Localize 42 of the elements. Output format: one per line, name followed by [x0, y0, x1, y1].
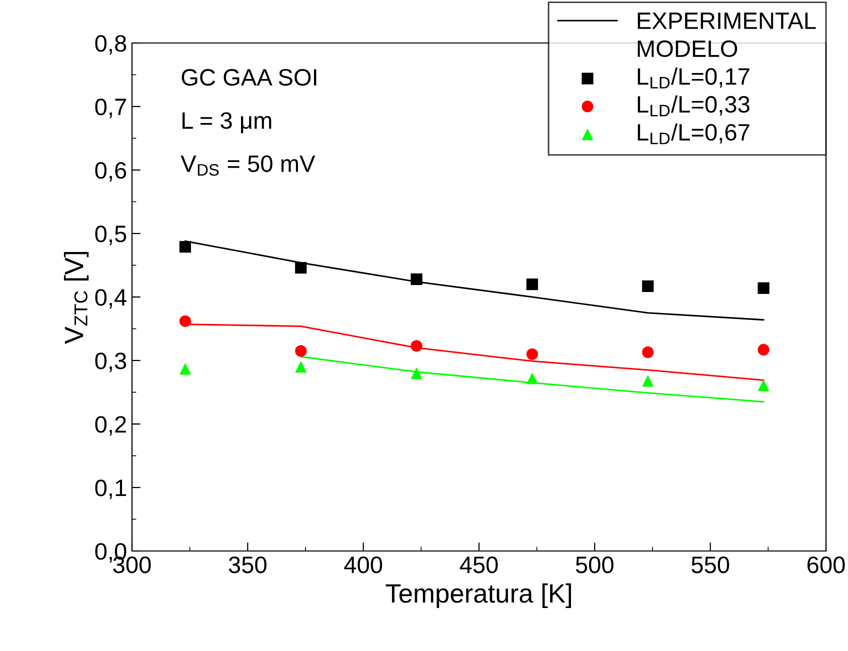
legend-label: L$_{LD}$/L=0,17: [638, 68, 750, 88]
point: [179, 362, 192, 375]
point: [410, 367, 422, 380]
point: [295, 345, 307, 357]
y-tick-label: 0,7: [95, 98, 126, 118]
y-tick-label: 0,5: [95, 226, 126, 246]
y-tick-label: 0,4: [95, 289, 126, 309]
annotation: GC GAA SOI: [182, 69, 316, 86]
x-tick-label: 500: [576, 556, 614, 574]
y-tick-label: 0,1: [95, 480, 126, 500]
point: [179, 315, 192, 327]
x-tick-label: 400: [344, 556, 382, 574]
x-tick-label: 600: [808, 556, 845, 574]
point: [642, 346, 654, 358]
point: [526, 372, 538, 384]
y-tick-label: 0,3: [95, 352, 126, 372]
point: [410, 340, 422, 352]
x-tick-label: 350: [228, 556, 266, 574]
point: [179, 241, 192, 253]
point: [410, 273, 422, 286]
x-axis-title: Temperatura [K]: [386, 583, 571, 608]
point: [295, 361, 307, 373]
point: [758, 379, 770, 392]
y-tick-label: 0,6: [95, 162, 126, 182]
x-tick-label: 450: [460, 556, 498, 574]
point: [642, 280, 654, 292]
legend-label: L$_{LD}$/L=0,67: [638, 123, 750, 144]
legend-label: L$_{LD}$/L=0,33: [638, 95, 750, 116]
x-tick-label: 550: [692, 556, 730, 574]
legend-title: MODELO: [638, 40, 738, 58]
legend-label: EXPERIMENTAL: [638, 12, 816, 29]
point: [526, 278, 538, 290]
annotation: V$_{DS}$ = 50 mV: [180, 155, 316, 176]
y-tick-label: 0,2: [95, 416, 126, 436]
point: [758, 282, 770, 294]
y-axis-title: V$_{ZTC}$ [V]: [64, 252, 89, 344]
annotation: L = 3 μm: [182, 112, 272, 134]
y-tick-label: 0,8: [95, 35, 126, 55]
point: [642, 375, 654, 387]
point: [758, 344, 770, 356]
point: [295, 262, 307, 274]
point: [526, 348, 538, 360]
